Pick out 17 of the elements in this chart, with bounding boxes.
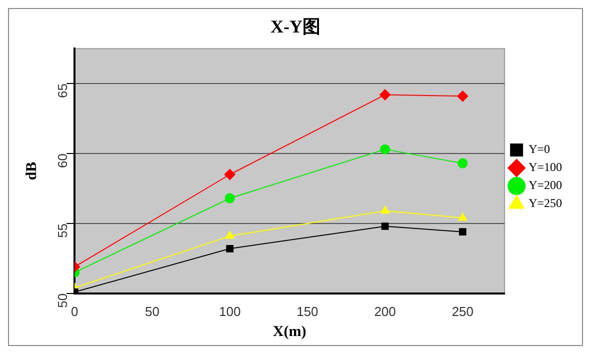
y-tick-label: 55 [55,223,70,238]
legend-label: Y=200 [528,178,562,192]
legend-label: Y=100 [528,160,562,174]
x-tick-label: 0 [70,304,78,319]
y-tick-label: 50 [55,293,70,308]
y-tick-label: 60 [55,154,70,168]
x-tick-label: 50 [144,304,160,319]
legend-label: Y=0 [528,142,550,156]
legend-label: Y=250 [528,196,562,210]
x-tick-label: 150 [296,304,318,319]
x-axis-title: X(m) [272,324,306,340]
x-tick-label: 250 [452,304,474,319]
y-axis-title: dB [24,162,40,180]
y-tick-label: 65 [55,84,70,98]
chart-title: X-Y图 [270,16,320,36]
x-tick-label: 100 [218,304,241,319]
x-tick-label: 200 [374,304,396,319]
